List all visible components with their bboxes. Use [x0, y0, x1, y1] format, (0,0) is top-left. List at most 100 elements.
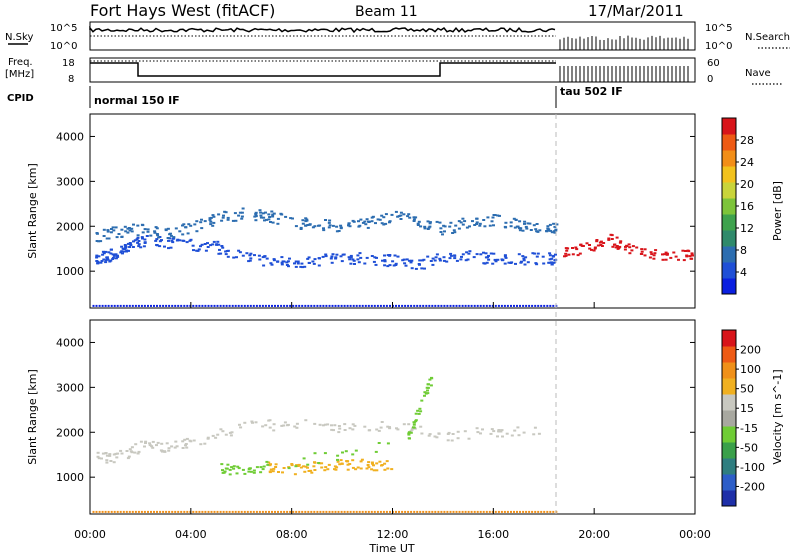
data-point — [163, 450, 166, 453]
data-point — [158, 245, 162, 248]
data-point — [224, 250, 228, 253]
data-point — [359, 256, 363, 259]
data-point — [496, 435, 499, 438]
near-range-point — [134, 304, 137, 307]
data-point — [331, 253, 335, 256]
data-point — [461, 217, 465, 220]
data-point — [371, 215, 375, 218]
data-point — [592, 249, 596, 252]
colorbar-swatch — [722, 278, 736, 295]
data-point — [337, 425, 341, 427]
x-axis-label: Time UT — [368, 542, 414, 554]
data-point — [475, 223, 479, 225]
data-point — [602, 242, 606, 244]
data-point — [280, 263, 284, 266]
near-range-point — [159, 304, 162, 307]
near-range-point — [119, 304, 122, 307]
data-point — [172, 236, 176, 239]
data-point — [206, 242, 209, 245]
near-range-point — [506, 510, 509, 513]
near-range-point — [458, 510, 461, 513]
near-range-point — [295, 510, 298, 513]
data-point — [254, 421, 258, 424]
near-range-point — [237, 510, 240, 513]
near-range-point — [219, 510, 222, 513]
data-point — [146, 228, 150, 231]
data-point — [120, 228, 124, 231]
data-point — [124, 245, 128, 248]
near-range-point — [340, 510, 343, 513]
data-point — [643, 254, 647, 257]
near-range-point — [482, 304, 485, 307]
near-range-point — [389, 304, 391, 307]
near-range-point — [316, 510, 319, 513]
near-range-point — [455, 304, 458, 307]
near-range-point — [219, 304, 222, 307]
data-point — [297, 463, 301, 466]
near-range-point — [98, 510, 101, 513]
near-range-point — [379, 510, 382, 513]
data-point — [523, 220, 527, 223]
data-point — [640, 253, 644, 255]
data-point — [163, 245, 166, 248]
data-point — [167, 449, 171, 452]
near-range-point — [346, 510, 349, 513]
data-point — [134, 443, 138, 446]
near-range-point — [231, 510, 234, 513]
data-point — [505, 432, 509, 435]
data-point — [435, 220, 439, 223]
near-range-point — [422, 304, 425, 307]
data-point — [286, 424, 289, 427]
colorbar-swatch — [722, 150, 736, 167]
data-point — [224, 211, 228, 214]
near-range-point — [364, 304, 367, 307]
near-range-point — [519, 304, 521, 307]
data-point — [271, 470, 275, 473]
colorbar-tick-label: -50 — [740, 441, 758, 454]
near-range-point — [204, 510, 207, 513]
data-point — [588, 244, 591, 246]
near-range-point — [313, 510, 316, 513]
near-range-point — [153, 510, 155, 513]
data-point — [498, 214, 501, 217]
data-point — [184, 444, 187, 447]
data-point — [340, 462, 344, 465]
near-range-point — [367, 304, 370, 307]
data-point — [136, 224, 140, 227]
near-range-point — [379, 304, 382, 307]
data-point — [652, 254, 656, 257]
near-range-point — [431, 304, 434, 307]
near-range-point — [440, 510, 443, 513]
data-point — [494, 260, 498, 263]
data-point — [221, 216, 225, 219]
data-point — [649, 251, 653, 254]
data-point — [306, 463, 310, 466]
near-range-point — [150, 304, 152, 307]
data-point — [423, 394, 426, 397]
data-point — [238, 251, 242, 254]
data-point — [97, 240, 101, 243]
data-point — [615, 245, 619, 247]
near-range-point — [476, 510, 479, 513]
data-point — [120, 245, 124, 248]
data-point — [401, 259, 405, 262]
data-point — [372, 464, 375, 467]
data-point — [109, 231, 113, 234]
data-point — [280, 256, 284, 259]
data-point — [257, 254, 261, 257]
near-range-point — [437, 304, 440, 307]
data-point — [417, 412, 421, 415]
data-point — [236, 465, 240, 468]
data-point — [509, 221, 513, 224]
data-point — [169, 246, 173, 249]
near-range-point — [210, 304, 213, 307]
data-point — [290, 464, 294, 467]
colorbar-swatch — [722, 490, 736, 507]
data-point — [428, 222, 432, 225]
data-point — [111, 256, 115, 259]
near-range-point — [292, 304, 295, 307]
data-point — [418, 259, 422, 262]
data-point — [123, 225, 127, 228]
colorbar-swatch — [722, 198, 736, 215]
data-point — [338, 463, 342, 466]
